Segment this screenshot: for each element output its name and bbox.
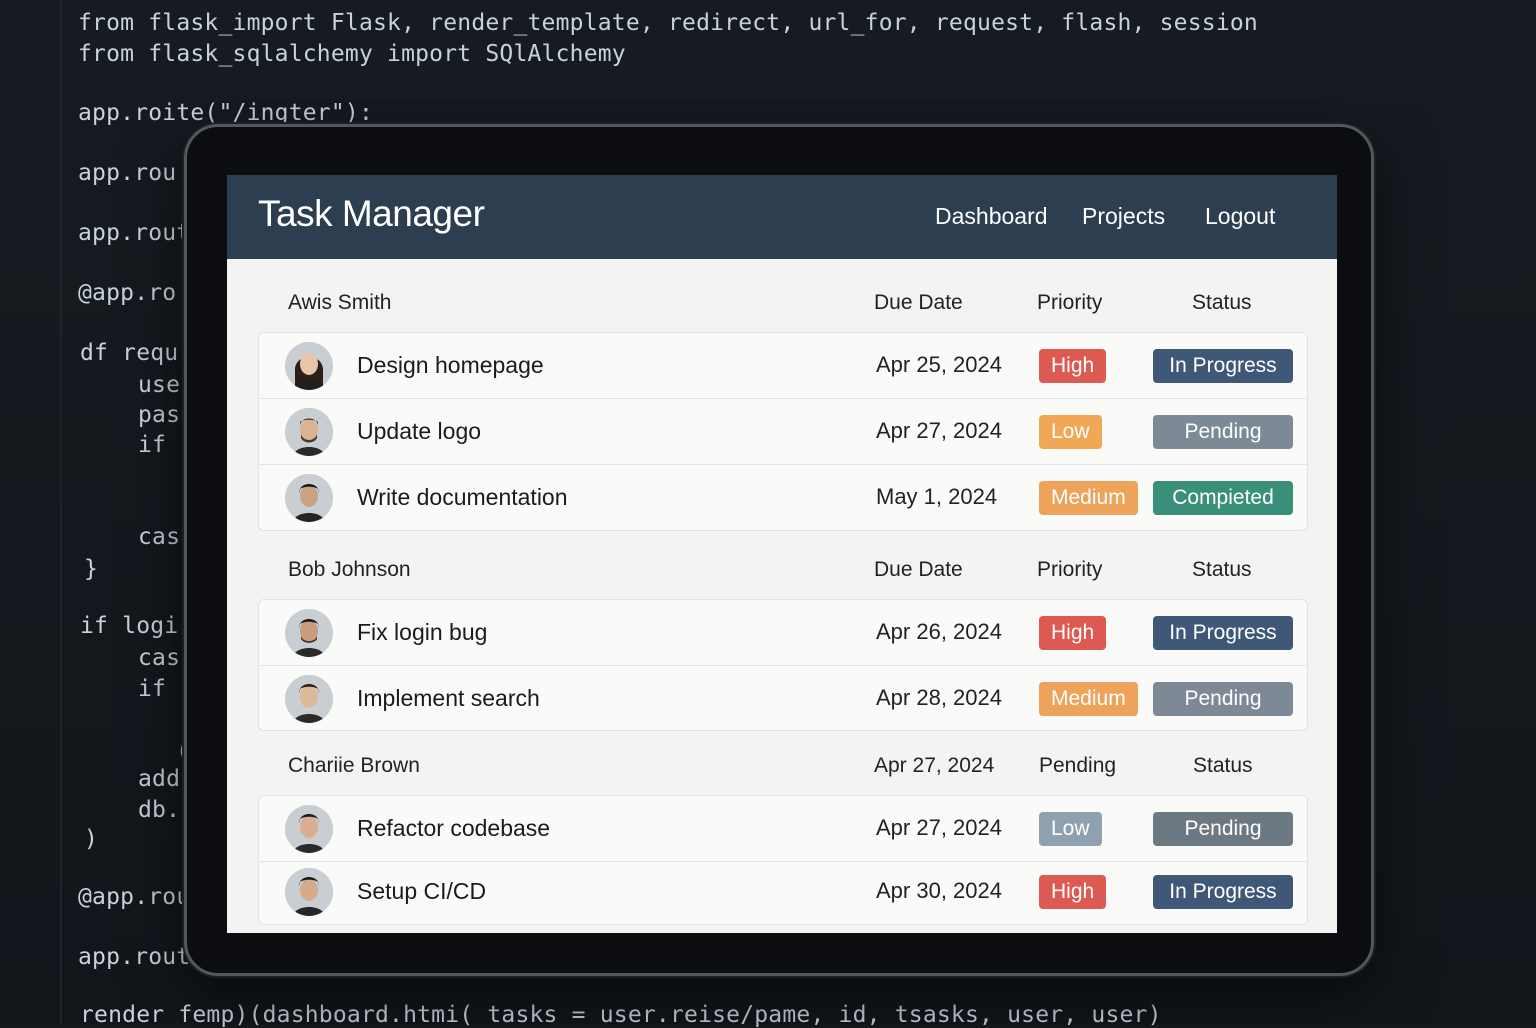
group-owner-name: Chariie Brown xyxy=(288,754,420,777)
nav-projects-link[interactable]: Projects xyxy=(1082,203,1166,229)
group-header: Awis Smith Due Date Priority Status xyxy=(227,285,1337,325)
priority-badge-medium: Medium xyxy=(1039,481,1138,515)
task-title: Fix login bug xyxy=(357,619,488,645)
man-avatar-icon xyxy=(285,609,333,657)
task-due-date: Apr 30, 2024 xyxy=(876,878,1002,903)
task-row[interactable]: Setup CI/CD Apr 30, 2024 High In Progres… xyxy=(259,859,1307,924)
column-header-priority: Pending xyxy=(1039,754,1117,777)
column-header-priority: Priority xyxy=(1037,558,1103,581)
task-due-date: Apr 26, 2024 xyxy=(876,619,1002,644)
code-line: } xyxy=(84,556,99,582)
editor-gutter xyxy=(60,0,62,1024)
column-header-due: Due Date xyxy=(874,558,963,581)
code-line: app.rou xyxy=(78,160,177,186)
code-line: @app.rou xyxy=(78,884,191,910)
priority-badge-high: High xyxy=(1039,875,1107,909)
task-list-card: Refactor codebase Apr 27, 2024 Low Pendi… xyxy=(258,795,1308,925)
status-badge-completed: Compieted xyxy=(1153,481,1293,515)
column-header-status: Status xyxy=(1192,291,1252,314)
priority-badge-high: High xyxy=(1039,349,1107,383)
status-badge-pending: Pending xyxy=(1153,812,1293,846)
task-row[interactable]: Write documentation May 1, 2024 Medium C… xyxy=(259,465,1307,530)
code-line: app.roite("/ingter"): xyxy=(78,100,373,126)
group-header: Bob Johnson Due Date Priority Status xyxy=(227,552,1337,592)
task-due-date: Apr 27, 2024 xyxy=(876,815,1002,840)
code-line: db. xyxy=(138,797,181,823)
task-due-date: May 1, 2024 xyxy=(876,484,998,509)
task-row[interactable]: Implement search Apr 28, 2024 Medium Pen… xyxy=(259,666,1307,731)
code-line: add xyxy=(138,766,181,792)
task-row[interactable]: Update logo Apr 27, 2024 Low Pending xyxy=(259,399,1307,465)
code-line: from flask_import Flask, render_template… xyxy=(78,10,1258,36)
group-owner-name: Awis Smith xyxy=(288,291,392,314)
task-title: Refactor codebase xyxy=(357,815,551,841)
group-owner-name: Bob Johnson xyxy=(288,558,411,581)
task-title: Write documentation xyxy=(357,484,568,510)
nav-logout-link[interactable]: Logout xyxy=(1205,203,1276,229)
nav-dashboard-link[interactable]: Dashboard xyxy=(935,203,1048,229)
man-avatar-icon xyxy=(285,868,333,916)
task-list-card: Design homepage Apr 25, 2024 High In Pro… xyxy=(258,332,1308,531)
task-due-date: Apr 27, 2024 xyxy=(876,418,1002,443)
task-due-date: Apr 28, 2024 xyxy=(876,685,1002,710)
code-line: ) xyxy=(84,826,99,852)
code-line: from flask_sqlalchemy import SQlAlchemy xyxy=(78,41,626,67)
code-line: cas xyxy=(138,645,181,671)
priority-badge-low: Low xyxy=(1039,415,1102,449)
code-line: df requ xyxy=(80,340,179,366)
code-line: pas xyxy=(138,402,181,428)
top-navigation-bar: Task Manager Dashboard Projects Logout xyxy=(227,175,1337,259)
task-row[interactable]: Fix login bug Apr 26, 2024 High In Progr… xyxy=(259,600,1307,666)
task-row[interactable]: Refactor codebase Apr 27, 2024 Low Pendi… xyxy=(259,796,1307,862)
code-line: cas xyxy=(138,524,181,550)
task-title: Implement search xyxy=(357,685,540,711)
status-badge-in-progress: In Progress xyxy=(1153,875,1293,909)
code-line: use xyxy=(138,372,181,398)
app-screen: Task Manager Dashboard Projects Logout A… xyxy=(227,175,1337,933)
task-list-card: Fix login bug Apr 26, 2024 High In Progr… xyxy=(258,599,1308,731)
status-badge-pending: Pending xyxy=(1153,415,1293,449)
column-header-due: Due Date xyxy=(874,291,963,314)
woman-avatar-icon xyxy=(285,342,333,390)
man-avatar-icon xyxy=(285,408,333,456)
app-title: Task Manager xyxy=(258,193,485,234)
task-title: Design homepage xyxy=(357,352,544,378)
code-line: app.rout xyxy=(78,220,191,246)
priority-badge-medium: Medium xyxy=(1039,682,1138,716)
task-row[interactable]: Design homepage Apr 25, 2024 High In Pro… xyxy=(259,333,1307,399)
priority-badge-low: Low xyxy=(1039,812,1102,846)
code-line: if logi xyxy=(80,613,179,639)
group-header: Chariie Brown Apr 27, 2024 Pending Statu… xyxy=(227,748,1337,788)
status-badge-pending: Pending xyxy=(1153,682,1293,716)
man-avatar-icon xyxy=(285,474,333,522)
priority-badge-high: High xyxy=(1039,616,1107,650)
task-title: Setup CI/CD xyxy=(357,878,487,904)
code-line: render femp)(dashboard.htmi( tasks = use… xyxy=(80,1002,1162,1028)
status-badge-in-progress: In Progress xyxy=(1153,616,1293,650)
column-header-status: Status xyxy=(1193,754,1253,777)
status-badge-in-progress: In Progress xyxy=(1153,349,1293,383)
task-due-date: Apr 25, 2024 xyxy=(876,352,1002,377)
man-avatar-icon xyxy=(285,675,333,723)
code-line: @app.ro xyxy=(78,280,177,306)
column-header-due: Apr 27, 2024 xyxy=(874,754,995,777)
man-avatar-icon xyxy=(285,805,333,853)
column-header-status: Status xyxy=(1192,558,1252,581)
task-title: Update logo xyxy=(357,418,482,444)
column-header-priority: Priority xyxy=(1037,291,1103,314)
tablet-frame: Task Manager Dashboard Projects Logout A… xyxy=(184,124,1374,976)
